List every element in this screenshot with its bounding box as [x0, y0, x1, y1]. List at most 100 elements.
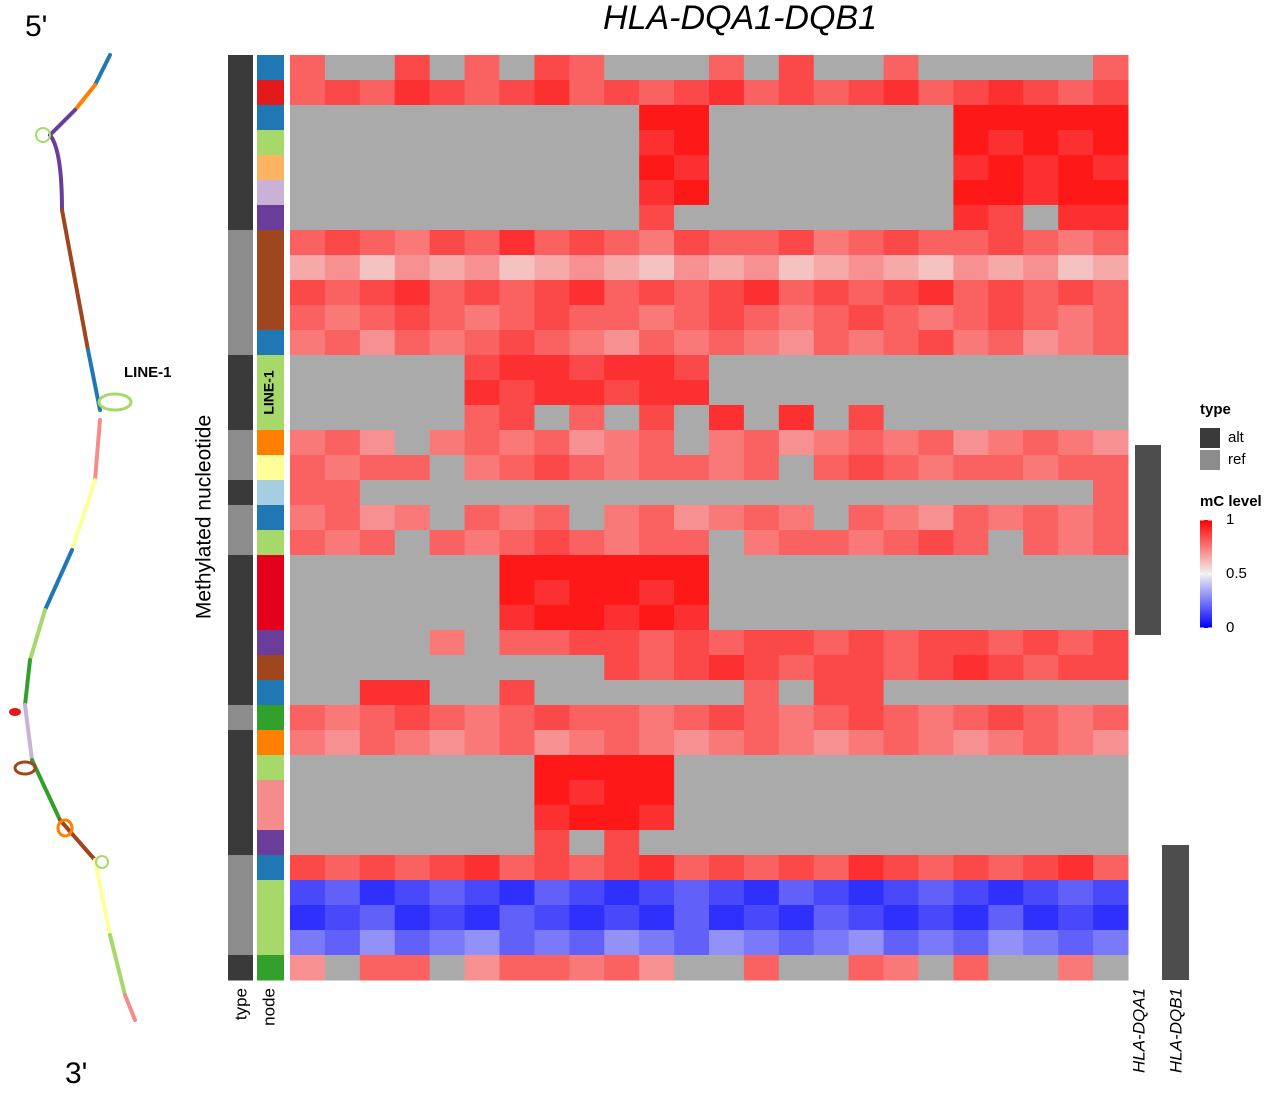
heatmap-cell — [709, 380, 745, 406]
heatmap-cell — [1093, 280, 1129, 306]
heatmap-cell — [464, 80, 500, 106]
heatmap-cell — [988, 430, 1024, 456]
heatmap-cell — [290, 830, 326, 856]
heatmap-cell — [813, 755, 850, 781]
heatmap-cell — [359, 705, 396, 731]
heatmap-cell — [394, 905, 431, 931]
heatmap-cell — [709, 930, 745, 956]
heatmap-cell — [569, 605, 605, 631]
type-cell — [228, 430, 253, 456]
heatmap-cell — [569, 480, 605, 506]
heatmap-cell — [709, 405, 745, 431]
heatmap-cell — [1058, 630, 1094, 656]
heatmap-cell — [569, 855, 605, 881]
heatmap-cell — [1023, 80, 1059, 106]
heatmap-cell — [918, 855, 954, 881]
heatmap-cell — [290, 605, 326, 631]
heatmap-cell — [1093, 430, 1129, 456]
heatmap-cell — [359, 630, 396, 656]
heatmap-cell — [639, 655, 675, 681]
heatmap-cell — [848, 580, 885, 606]
heatmap-cell — [778, 555, 815, 581]
heatmap-cell — [709, 755, 745, 781]
type-cell — [228, 155, 253, 181]
heatmap-cell — [953, 780, 989, 806]
heatmap-cell — [359, 780, 396, 806]
heatmap-cell — [918, 755, 954, 781]
heatmap-cell — [464, 580, 500, 606]
heatmap-cell — [1058, 155, 1094, 181]
heatmap-cell — [499, 80, 535, 106]
heatmap-cell — [674, 830, 710, 856]
heatmap-cell — [464, 905, 500, 931]
heatmap-cell — [988, 730, 1024, 756]
heatmap-cell — [1023, 930, 1059, 956]
heatmap-cell — [359, 455, 396, 481]
type-cell — [228, 930, 253, 956]
heatmap-cell — [464, 155, 500, 181]
heatmap-cell — [709, 80, 745, 106]
heatmap-cell — [778, 830, 815, 856]
heatmap-cell — [988, 630, 1024, 656]
heatmap-cell — [394, 680, 431, 706]
heatmap-cell — [639, 505, 675, 531]
heatmap-cell — [499, 630, 535, 656]
edge — [48, 108, 77, 137]
heatmap-cell — [918, 555, 954, 581]
heatmap-cell — [290, 330, 326, 356]
heatmap-cell — [953, 430, 989, 456]
heatmap-cell — [324, 130, 361, 156]
heatmap-cell — [1058, 130, 1094, 156]
heatmap-cell — [1058, 555, 1094, 581]
heatmap-cell — [988, 905, 1024, 931]
heatmap-cell — [394, 630, 431, 656]
heatmap-cell — [604, 805, 640, 831]
heatmap-cell — [813, 805, 850, 831]
heatmap-cell — [709, 855, 745, 881]
heatmap-cell — [290, 130, 326, 156]
heatmap-cell — [883, 655, 919, 681]
heatmap-cell — [1023, 705, 1059, 731]
heatmap-cell — [953, 455, 989, 481]
heatmap-cell — [1058, 255, 1094, 281]
heatmap-cell — [674, 930, 710, 956]
heatmap-cell — [359, 905, 396, 931]
heatmap-cell — [324, 355, 361, 381]
heatmap-cell — [464, 305, 500, 331]
heatmap-cell — [534, 130, 570, 156]
heatmap-cell — [709, 330, 745, 356]
heatmap-cell — [709, 530, 745, 556]
heatmap-cell — [674, 355, 710, 381]
heatmap-cell — [778, 805, 815, 831]
type-cell — [228, 530, 253, 556]
loop — [95, 855, 109, 869]
heatmap-cell — [1023, 355, 1059, 381]
heatmap-cell — [709, 155, 745, 181]
heatmap-cell — [324, 805, 361, 831]
edge — [93, 858, 112, 937]
heatmap-cell — [394, 555, 431, 581]
heatmap-cell — [883, 530, 919, 556]
heatmap-cell — [464, 205, 500, 231]
heatmap-cell — [988, 455, 1024, 481]
heatmap-cell — [429, 955, 466, 981]
heatmap-cell — [883, 630, 919, 656]
heatmap-cell — [394, 505, 431, 531]
heatmap-cell — [1058, 55, 1094, 81]
heatmap-cell — [324, 430, 361, 456]
heatmap-cell — [324, 380, 361, 406]
type-cell — [228, 355, 253, 381]
heatmap-cell — [290, 505, 326, 531]
heatmap-cell — [429, 805, 466, 831]
heatmap-cell — [988, 930, 1024, 956]
heatmap-cell — [534, 455, 570, 481]
heatmap-cell — [883, 605, 919, 631]
heatmap-cell — [290, 930, 326, 956]
legend-label: ref — [1228, 451, 1246, 468]
heatmap-cell — [1058, 105, 1094, 131]
type-cell — [228, 330, 253, 356]
heatmap-cell — [499, 130, 535, 156]
heatmap-cell — [883, 930, 919, 956]
heatmap-cell — [1093, 755, 1129, 781]
